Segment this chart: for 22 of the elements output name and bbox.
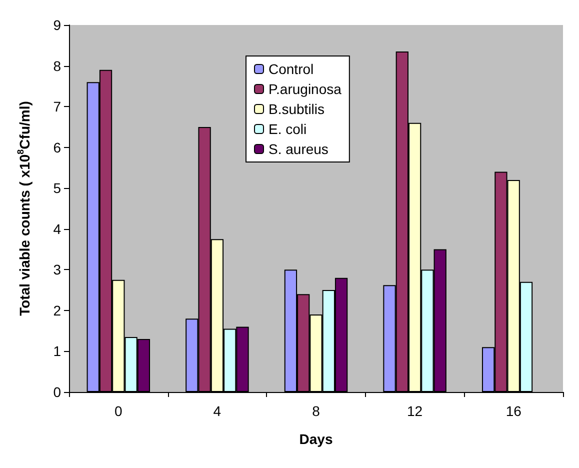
x-tick-label: 4: [213, 403, 222, 419]
legend-label: B.subtilis: [268, 101, 325, 117]
y-tick-label: 8: [53, 58, 62, 74]
y-tick-label: 3: [53, 262, 62, 278]
x-tick-label: 12: [407, 403, 423, 419]
x-axis-title: Days: [299, 431, 333, 447]
y-tick-label: 2: [53, 302, 62, 318]
y-tick-label: 6: [53, 139, 62, 156]
legend-label: E. coli: [268, 121, 307, 137]
legend-label: Control: [268, 61, 314, 77]
x-tick-label: 0: [114, 403, 122, 419]
y-axis-title: Total viable counts ( x108Cfu/ml): [16, 101, 32, 316]
legend-label: P.aruginosa: [268, 81, 342, 97]
x-tick-label: 8: [312, 403, 320, 419]
legend-label: S. aureus: [268, 141, 328, 157]
y-tick-label: 0: [53, 384, 62, 400]
y-tick-label: 4: [53, 220, 62, 237]
y-tick-label: 7: [53, 98, 62, 115]
y-tick-label: 5: [53, 180, 62, 196]
x-tick-label: 16: [506, 403, 522, 419]
y-tick-label: 9: [53, 17, 62, 33]
y-tick-label: 1: [53, 343, 62, 360]
